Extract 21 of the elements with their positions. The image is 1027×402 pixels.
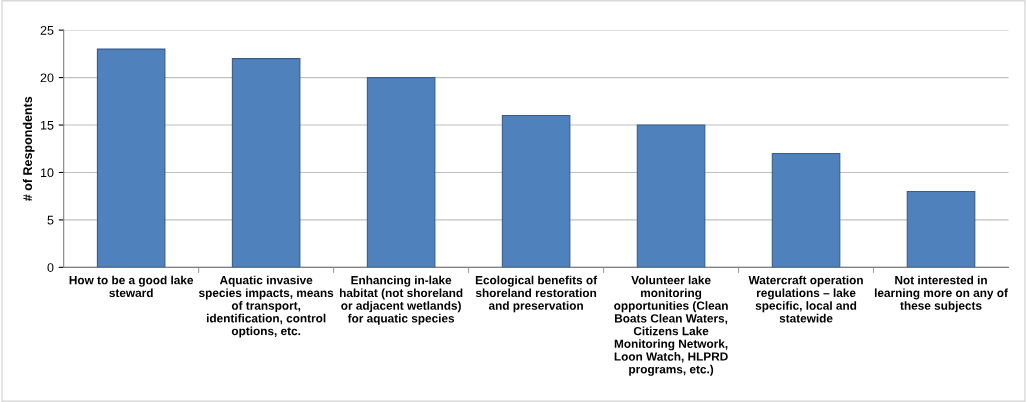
bar — [366, 77, 436, 268]
bar — [231, 58, 301, 268]
bar — [501, 114, 571, 268]
x-tick-label: Aquatic invasive species impacts, means of transport, identification, control options, etc. — [198, 275, 334, 338]
y-tick-label: 15 — [41, 120, 54, 130]
y-tick-label: 25 — [40, 25, 54, 35]
bar — [96, 48, 166, 268]
y-tick-label: 20 — [40, 73, 54, 83]
bar — [906, 190, 976, 268]
y-tick-label: 10 — [41, 168, 54, 178]
bar — [636, 124, 706, 268]
x-tick-label: Volunteer lake monitoring opportunities (Clean Boats Clean Waters, Citizens Lake Monitoring Network, Loon Watch, HLPRD programs, etc.) — [614, 275, 728, 376]
y-axis-title: # of Respondents — [22, 96, 35, 201]
x-tick-label: Enhancing in-lake habitat (not shoreland or adjacent wetlands) for aquatic species — [339, 275, 463, 325]
bar — [771, 152, 841, 268]
x-tick-label: Ecological benefits of shoreland restoration and preservation — [475, 275, 598, 313]
x-tick-label: How to be a good lake steward — [69, 275, 194, 298]
x-tick-label: Not interested in learning more on any of these subjects — [874, 275, 1008, 313]
y-tick-label: 0 — [47, 263, 54, 272]
y-tick-label: 5 — [47, 215, 54, 225]
x-tick-label: Watercraft operation regulations – lake specific, local and statewide — [748, 275, 863, 323]
